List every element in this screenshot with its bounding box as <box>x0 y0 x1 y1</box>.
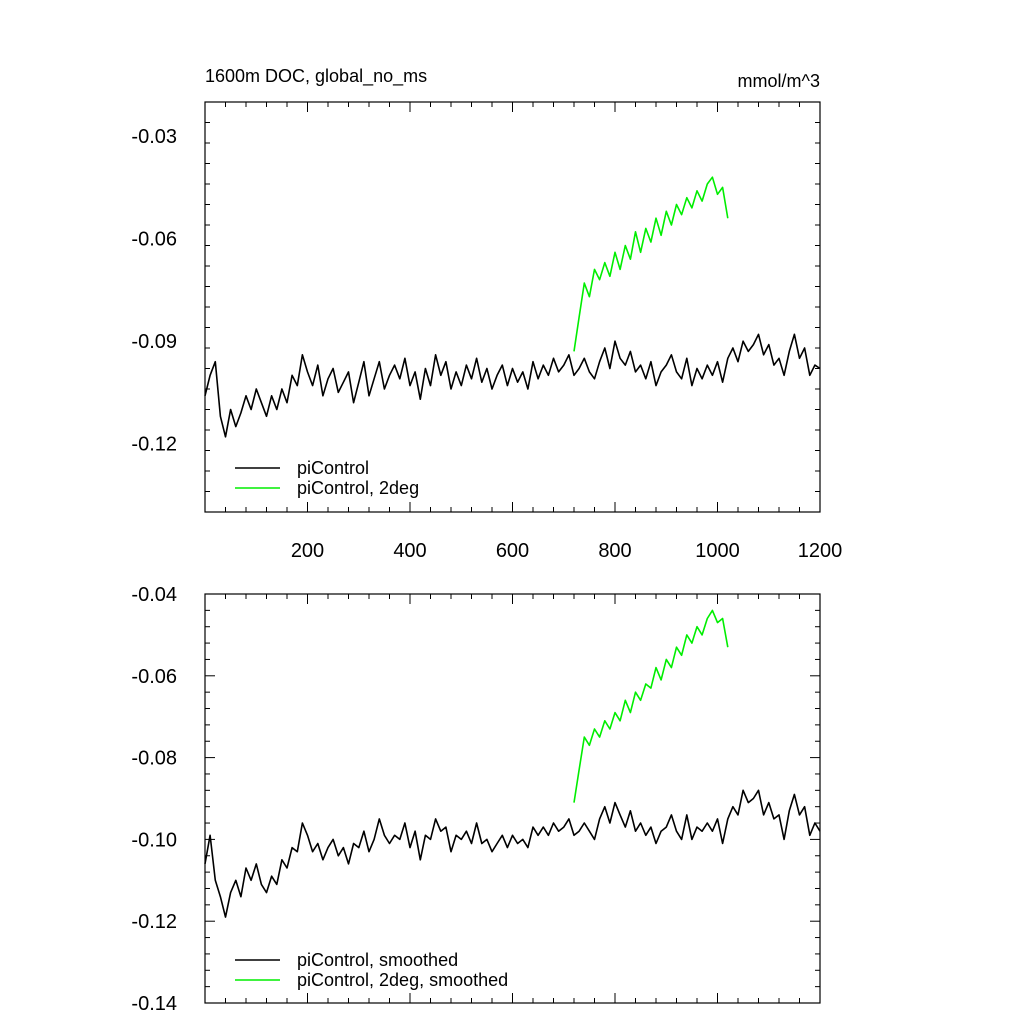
legend-label: piControl, smoothed <box>297 950 458 970</box>
legend-label: piControl, 2deg, smoothed <box>297 970 508 990</box>
y-tick-label: -0.12 <box>131 911 177 933</box>
series-line-1 <box>573 609 729 803</box>
x-tick-label: 1000 <box>695 540 740 562</box>
x-tick-label: 800 <box>598 540 631 562</box>
units-label: mmol/m^3 <box>738 71 820 91</box>
y-tick-label: -0.06 <box>131 666 177 688</box>
x-tick-label: 1200 <box>798 540 843 562</box>
series-line-0 <box>204 789 821 918</box>
legend-label: piControl <box>297 458 369 478</box>
y-tick-label: -0.10 <box>131 829 177 851</box>
bottom-panel: -0.14 -0.12 -0.10 -0.08 -0.06 -0.04 piControl,… <box>131 584 821 1015</box>
series-line-1 <box>573 176 729 352</box>
y-tick-label: -0.08 <box>131 748 177 770</box>
series-line-0 <box>204 333 821 438</box>
legend-label: piControl, 2deg <box>297 478 419 498</box>
y-tick-label: -0.06 <box>131 229 177 251</box>
y-tick-label: -0.03 <box>131 126 177 148</box>
x-tick-label: 400 <box>393 540 426 562</box>
x-tick-label: 600 <box>496 540 529 562</box>
chart-title: 1600m DOC, global_no_ms <box>205 66 427 87</box>
y-tick-label: -0.09 <box>131 331 177 353</box>
plot-frame <box>204 101 821 513</box>
top-panel: 200 400 600 800 1000 1200 -0.12 -0.09 -0.06 -0.03… <box>131 66 842 562</box>
x-tick-label: 200 <box>291 540 324 562</box>
y-tick-label: -0.14 <box>131 993 177 1015</box>
y-tick-label: -0.04 <box>131 584 177 606</box>
y-tick-label: -0.12 <box>131 434 177 456</box>
plot-frame <box>204 593 821 1004</box>
